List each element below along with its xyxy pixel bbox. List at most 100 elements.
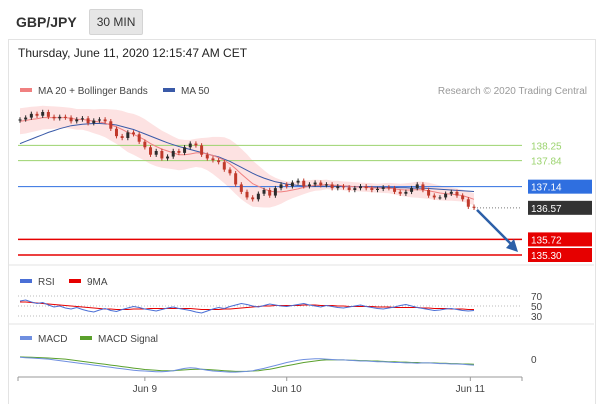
- candle-body: [370, 188, 374, 190]
- candle-body: [330, 184, 334, 189]
- candle-body: [137, 134, 141, 142]
- header: GBP/JPY 30 MIN: [8, 8, 144, 36]
- timestamp: Thursday, June 11, 2020 12:15:47 AM CET: [18, 46, 248, 60]
- price-plot: 138.25 137.84 137.14 136.57 135.72 135.30: [18, 105, 592, 262]
- candle-body: [188, 143, 192, 148]
- candle-body: [177, 151, 181, 153]
- candle-body: [205, 154, 209, 159]
- chart-panel: [8, 39, 596, 404]
- candle-body: [387, 187, 391, 189]
- candle-body: [18, 119, 22, 121]
- candle-body: [273, 188, 277, 196]
- ma20-line: [19, 117, 475, 200]
- candle-body: [75, 119, 79, 122]
- candle-body: [313, 182, 317, 185]
- candle-body: [307, 184, 311, 187]
- support-level-label: 135.30: [531, 251, 562, 262]
- candle-body: [245, 191, 249, 198]
- candle-body: [381, 187, 385, 189]
- pivot-level-label: 137.14: [531, 183, 562, 194]
- candle-body: [63, 116, 67, 118]
- ma20-legend-swatch: [20, 88, 32, 92]
- candle-body: [398, 191, 402, 194]
- candle-body: [404, 191, 408, 194]
- candle-body: [279, 184, 283, 189]
- macd-legend-swatch: [20, 336, 32, 340]
- candle-body: [132, 132, 135, 135]
- candle-body: [41, 112, 45, 116]
- candle-body: [347, 187, 351, 190]
- candle-body: [427, 190, 431, 196]
- candle-body: [319, 182, 323, 186]
- candle-body: [58, 116, 62, 119]
- candle-body: [393, 188, 397, 192]
- candle-body: [114, 128, 118, 137]
- candle-body: [97, 119, 101, 121]
- candle-body: [239, 184, 243, 192]
- candle-body: [194, 143, 198, 146]
- candle-body: [109, 121, 113, 129]
- candle-body: [376, 188, 380, 190]
- rsi-ma-legend-swatch: [69, 279, 81, 283]
- candle-body: [211, 158, 215, 161]
- macd-legend-label: MACD: [38, 334, 67, 345]
- candle-body: [359, 186, 362, 189]
- macd-line: [19, 356, 475, 373]
- rsi-ma-legend-label: 9MA: [87, 277, 108, 288]
- ma20-legend-label: MA 20 + Bollinger Bands: [38, 86, 148, 97]
- candle-body: [171, 151, 175, 157]
- last-level-label: 136.57: [531, 204, 562, 215]
- rsi-tick-label: 50: [531, 302, 543, 313]
- support-level-label: 135.72: [531, 235, 562, 246]
- candle-body: [69, 117, 73, 122]
- macd-signal-legend-label: MACD Signal: [98, 334, 158, 345]
- candle-body: [415, 184, 419, 189]
- candle-body: [200, 145, 204, 155]
- symbol-label: GBP/JPY: [16, 14, 77, 30]
- support-level-tag: [528, 232, 592, 247]
- rsi-legend-label: RSI: [38, 277, 55, 288]
- ma50-line: [19, 123, 475, 192]
- candle-body: [449, 191, 453, 194]
- macd-signal-legend-swatch: [80, 336, 92, 340]
- candle-body: [149, 147, 153, 155]
- candle-body: [302, 180, 306, 187]
- candle-body: [472, 206, 476, 208]
- x-axis: Jun 9 Jun 10 Jun 11: [17, 377, 523, 395]
- candle-body: [183, 147, 187, 153]
- candle-body: [52, 116, 56, 119]
- candle-body: [120, 136, 124, 138]
- interval-button[interactable]: 30 MIN: [88, 9, 144, 35]
- candle-body: [444, 193, 448, 198]
- candle-body: [341, 186, 345, 188]
- resistance-level-label: 137.84: [531, 157, 562, 168]
- candle-body: [228, 169, 232, 174]
- candle-body: [251, 197, 255, 200]
- x-tick-label: Jun 11: [456, 384, 486, 395]
- macd-tick-label: 0: [531, 355, 537, 366]
- candle-body: [410, 188, 414, 192]
- candle-body: [143, 141, 147, 148]
- rsi-tick-label: 70: [531, 292, 543, 303]
- x-tick-label: Jun 9: [133, 384, 158, 395]
- rsi-ma-line: [20, 301, 474, 310]
- candle-body: [268, 190, 272, 196]
- rsi-line: [19, 299, 475, 314]
- candle-body: [80, 118, 84, 120]
- rsi-tick-label: 30: [531, 312, 543, 323]
- candle-body: [262, 190, 266, 194]
- candle-body: [438, 197, 442, 199]
- pivot-level-tag: [528, 179, 592, 194]
- candle-body: [455, 191, 459, 196]
- candle-body: [466, 199, 470, 207]
- candle-body: [46, 112, 50, 117]
- candle-body: [86, 118, 90, 124]
- candle-body: [336, 186, 340, 189]
- forecast-arrow-head: [506, 239, 518, 252]
- candle-body: [432, 195, 436, 198]
- last-level-tag: [528, 200, 592, 215]
- candle-body: [217, 160, 221, 163]
- candle-body: [364, 186, 368, 189]
